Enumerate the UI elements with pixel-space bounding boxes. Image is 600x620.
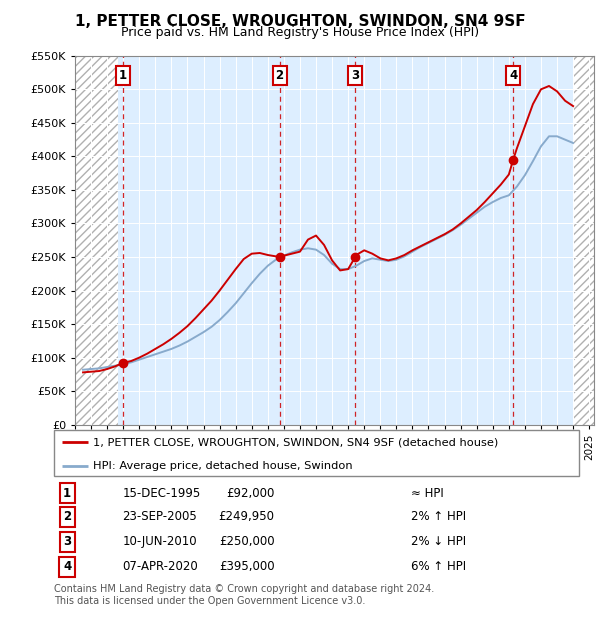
Text: 2: 2 xyxy=(63,510,71,523)
Text: 1: 1 xyxy=(63,487,71,500)
Text: 1, PETTER CLOSE, WROUGHTON, SWINDON, SN4 9SF (detached house): 1, PETTER CLOSE, WROUGHTON, SWINDON, SN4… xyxy=(94,437,499,447)
Text: 6% ↑ HPI: 6% ↑ HPI xyxy=(411,560,466,574)
Text: 4: 4 xyxy=(63,560,71,574)
Text: 4: 4 xyxy=(509,69,517,82)
Text: ≈ HPI: ≈ HPI xyxy=(411,487,444,500)
Text: 07-APR-2020: 07-APR-2020 xyxy=(122,560,198,574)
Text: Price paid vs. HM Land Registry's House Price Index (HPI): Price paid vs. HM Land Registry's House … xyxy=(121,26,479,39)
Text: 1: 1 xyxy=(118,69,127,82)
Text: £92,000: £92,000 xyxy=(226,487,275,500)
Bar xyxy=(75,56,118,425)
Text: 2% ↓ HPI: 2% ↓ HPI xyxy=(411,536,466,549)
Text: 10-JUN-2010: 10-JUN-2010 xyxy=(122,536,197,549)
Text: £249,950: £249,950 xyxy=(218,510,275,523)
Text: £250,000: £250,000 xyxy=(219,536,275,549)
Text: 3: 3 xyxy=(63,536,71,549)
Text: 15-DEC-1995: 15-DEC-1995 xyxy=(122,487,200,500)
Text: HPI: Average price, detached house, Swindon: HPI: Average price, detached house, Swin… xyxy=(94,461,353,471)
Text: 3: 3 xyxy=(351,69,359,82)
Bar xyxy=(574,56,594,425)
Text: 2: 2 xyxy=(275,69,284,82)
Text: 2% ↑ HPI: 2% ↑ HPI xyxy=(411,510,466,523)
Text: £395,000: £395,000 xyxy=(219,560,275,574)
Text: 1, PETTER CLOSE, WROUGHTON, SWINDON, SN4 9SF: 1, PETTER CLOSE, WROUGHTON, SWINDON, SN4… xyxy=(74,14,526,29)
Text: Contains HM Land Registry data © Crown copyright and database right 2024.
This d: Contains HM Land Registry data © Crown c… xyxy=(54,584,434,606)
Text: 23-SEP-2005: 23-SEP-2005 xyxy=(122,510,197,523)
